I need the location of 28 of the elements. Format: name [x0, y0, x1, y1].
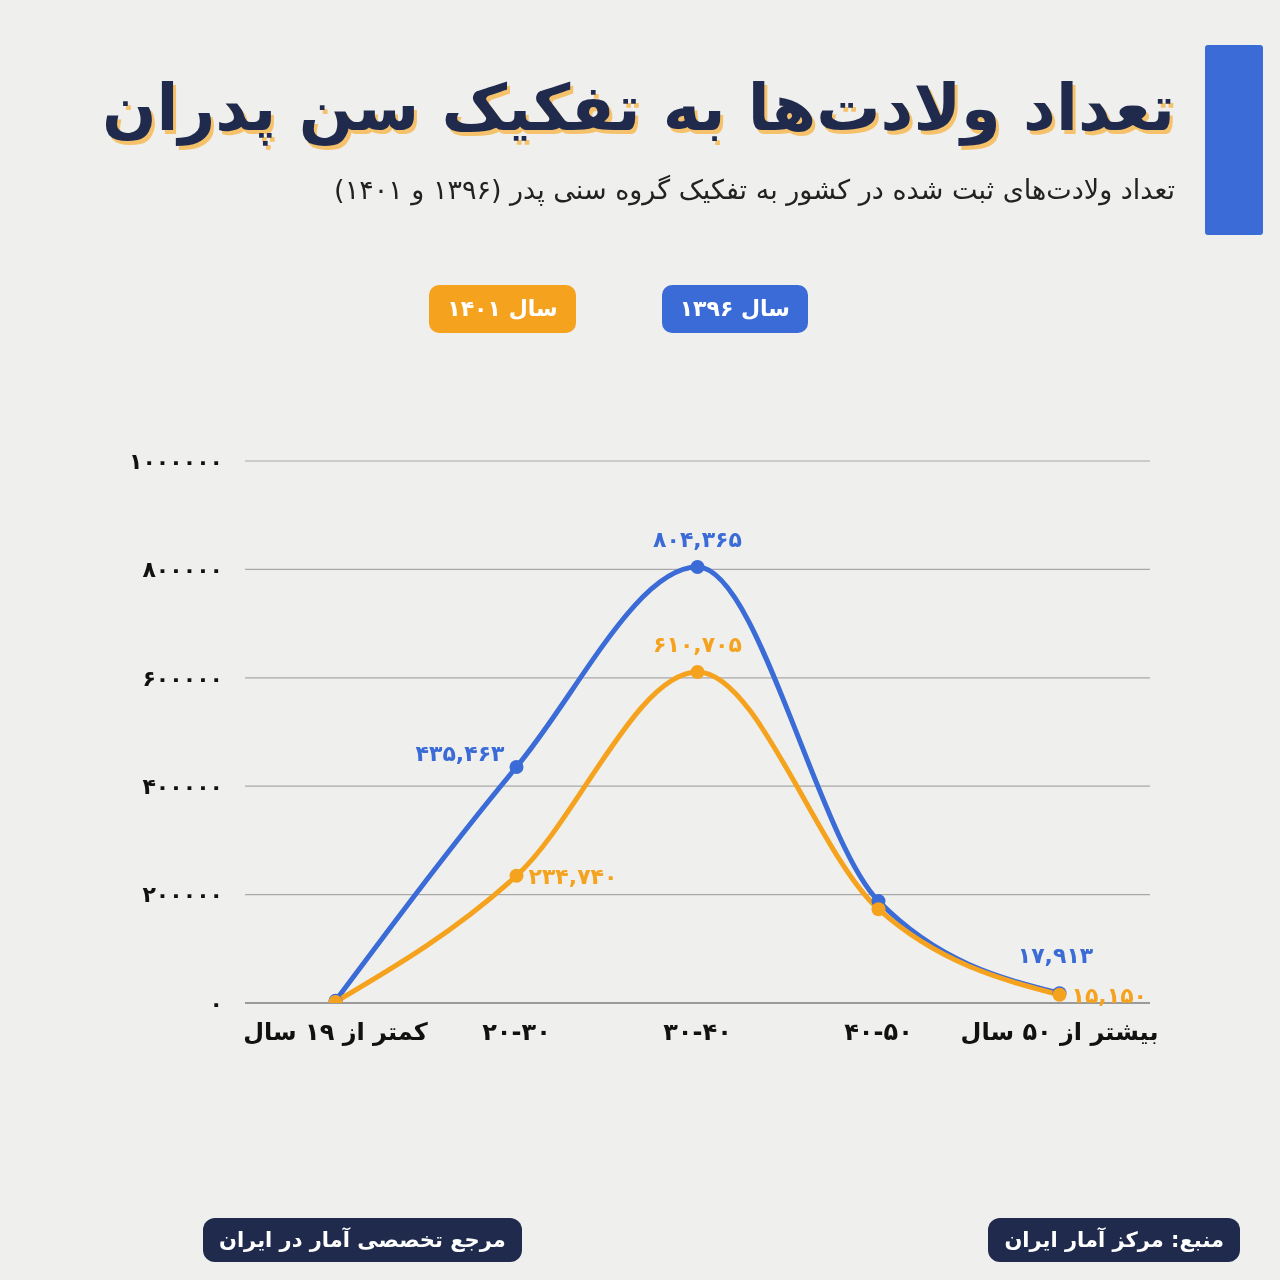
x-tick-label: ۳۰-۴۰ — [663, 1018, 732, 1047]
data-label: ۶۱۰,۷۰۵ — [653, 632, 742, 657]
text: سال ۱۳۹۶ — [661, 285, 808, 333]
data-label: ۲۳۴,۷۴۰ — [528, 863, 618, 889]
text: سال ۱۴۰۱ — [429, 285, 576, 333]
point — [509, 759, 524, 774]
x-tick-label: بیشتر از ۵۰ سال — [960, 1018, 1159, 1047]
x-tick-label: ۴۰-۵۰ — [844, 1018, 913, 1047]
text: منبع: مرکز آمار ایران — [988, 1218, 1240, 1262]
y-tick-label: ۴۰۰۰۰۰ — [142, 774, 223, 800]
y-tick-label: ۱۰۰۰۰۰۰ — [129, 448, 223, 474]
y-tick-label: ۰ — [209, 990, 223, 1016]
point — [690, 560, 705, 575]
data-label: ۴۳۵,۴۶۳ — [415, 740, 506, 766]
point — [871, 902, 886, 917]
x-tick-label: ۲۰-۳۰ — [482, 1018, 551, 1047]
data-label: ۸۰۴,۳۶۵ — [653, 527, 742, 553]
chart-subtitle: تعداد ولادت‌های ثبت شده در کشور به تفکیک گروه سنی پدر (۱۳۹۶ و ۱۴۰۱) — [333, 173, 1175, 208]
x-tick-label: کمتر از ۱۹ سال — [243, 1018, 428, 1047]
data-label: ۱۵,۱۵۰ — [1071, 982, 1147, 1008]
y-tick-label: ۸۰۰۰۰۰ — [142, 557, 223, 583]
y-tick-label: ۶۰۰۰۰۰ — [142, 665, 223, 691]
point — [509, 868, 524, 883]
chart-title: تعداد ولادت‌ها به تفکیک سن پدران — [100, 70, 1175, 148]
text: مرجع تخصصی آمار در ایران — [203, 1218, 522, 1262]
point — [690, 665, 705, 679]
y-tick-label: ۲۰۰۰۰۰ — [142, 882, 223, 908]
data-label: ۱۷,۹۱۳ — [1017, 943, 1094, 969]
